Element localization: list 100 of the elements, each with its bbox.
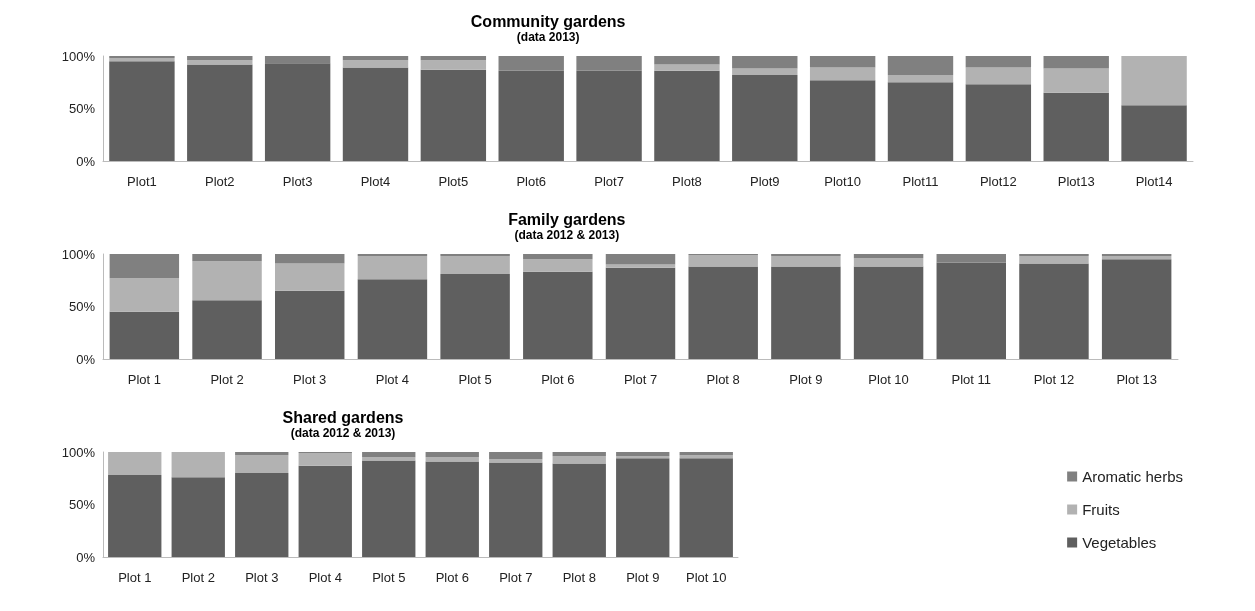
bar <box>420 56 487 61</box>
chart-title: Shared gardens <box>282 408 404 426</box>
bar <box>498 56 564 71</box>
bar <box>965 67 1032 85</box>
bar <box>1043 68 1109 93</box>
bar <box>235 455 289 473</box>
bar <box>362 452 416 458</box>
x-tick-label: Plot 8 <box>706 372 740 387</box>
bar <box>275 290 345 359</box>
x-tick-label: Plot1 <box>127 174 157 189</box>
x-tick-label: Plot 10 <box>868 372 909 387</box>
bar <box>109 254 180 279</box>
x-tick-label: Plot 11 <box>951 372 992 387</box>
x-tick-label: Plot3 <box>282 174 313 189</box>
x-tick-label: Plot 12 <box>1033 372 1075 387</box>
bar <box>1121 105 1187 161</box>
bar <box>108 452 162 476</box>
bar <box>853 266 924 359</box>
bar <box>688 255 758 267</box>
bar <box>362 460 416 557</box>
bar <box>887 82 954 161</box>
bar <box>440 273 510 359</box>
bar <box>1043 92 1109 161</box>
bar <box>420 69 487 161</box>
y-tick-label: 100% <box>61 48 96 64</box>
bar <box>498 70 564 161</box>
x-tick-label: Plot9 <box>749 174 780 189</box>
bar <box>654 70 720 161</box>
bar <box>936 262 1006 359</box>
bar <box>425 457 479 462</box>
x-tick-label: Plot7 <box>594 174 624 189</box>
bar <box>809 56 876 68</box>
x-tick-label: Plot11 <box>902 174 939 189</box>
bar <box>809 67 876 81</box>
x-tick-label: Plot 3 <box>293 372 327 387</box>
bar <box>771 256 841 267</box>
bar <box>420 60 487 70</box>
chart-title: Family gardens <box>508 210 626 228</box>
bar <box>187 56 253 61</box>
bar <box>552 456 606 464</box>
x-tick-label: Plot 5 <box>458 372 492 387</box>
x-tick-label: Plot 4 <box>308 570 342 585</box>
bar <box>688 266 758 359</box>
x-tick-label: Plot6 <box>516 174 547 189</box>
x-tick-label: Plot4 <box>360 174 391 189</box>
y-tick-label: 0% <box>76 153 96 169</box>
bar <box>1019 256 1089 264</box>
bar <box>1019 263 1089 359</box>
bar <box>357 279 428 359</box>
x-tick-label: Plot2 <box>204 174 235 189</box>
x-tick-label: Plot 9 <box>789 372 823 387</box>
x-tick-label: Plot 6 <box>541 372 575 387</box>
bar <box>235 473 289 557</box>
bar <box>523 254 593 260</box>
bar <box>887 74 954 83</box>
x-tick-label: Plot 7 <box>499 570 533 585</box>
y-tick-label: 50% <box>68 497 96 512</box>
x-tick-label: Plot5 <box>438 174 469 189</box>
bar <box>732 56 798 69</box>
bar <box>936 254 1006 263</box>
y-tick-label: 50% <box>68 299 96 314</box>
bar <box>187 60 253 65</box>
bar <box>732 68 798 75</box>
bar <box>109 311 180 359</box>
bar <box>679 458 733 557</box>
bar <box>357 254 428 257</box>
bar <box>965 56 1032 68</box>
bar <box>440 256 510 274</box>
chart-subtitle: (data 2012 & 2013) <box>514 228 620 242</box>
chart-subtitle: (data 2013) <box>516 30 580 44</box>
x-tick-label: Plot 1 <box>118 570 152 585</box>
bar <box>853 258 924 267</box>
x-tick-label: Plot 3 <box>245 570 279 585</box>
bar <box>275 263 345 291</box>
bar <box>654 56 720 65</box>
bar <box>616 458 670 557</box>
bar <box>298 465 352 557</box>
bar <box>605 267 676 359</box>
bar <box>362 457 416 461</box>
y-tick-label: 0% <box>76 549 96 565</box>
x-tick-label: Plot 10 <box>686 570 727 585</box>
x-tick-label: Plot 2 <box>181 570 215 585</box>
bar <box>616 456 670 459</box>
bar <box>552 452 606 457</box>
bar <box>1121 56 1187 106</box>
bar <box>616 452 670 457</box>
bar <box>489 452 543 460</box>
bar <box>887 56 954 75</box>
bar <box>342 56 409 61</box>
y-tick-label: 100% <box>61 444 96 460</box>
bar <box>264 63 331 161</box>
bar <box>605 254 676 265</box>
bar <box>552 463 606 557</box>
bar <box>171 477 225 557</box>
x-tick-label: Plot 4 <box>375 372 410 387</box>
bar <box>1043 56 1109 69</box>
bar <box>187 64 253 161</box>
bar <box>809 80 876 161</box>
bar <box>275 254 345 264</box>
legend-label: Vegetables <box>1082 534 1157 551</box>
